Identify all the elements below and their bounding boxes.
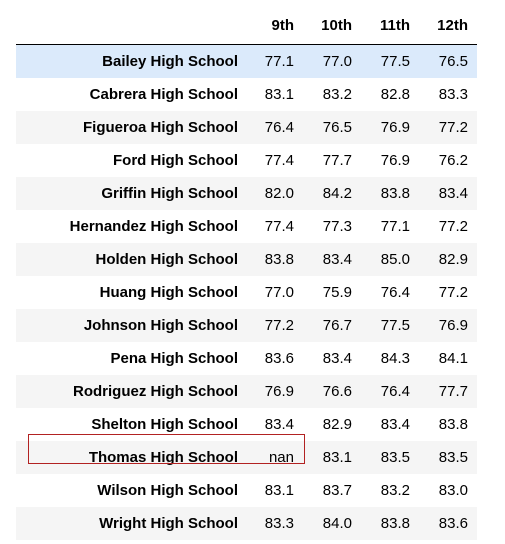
score-cell-9th: 83.8: [264, 251, 294, 268]
score-cell-9th: 83.3: [264, 515, 294, 532]
score-cell-11th: 76.9: [380, 152, 410, 169]
score-cell-9th: 83.1: [264, 482, 294, 499]
score-cell-12th: 84.1: [438, 350, 468, 367]
table-header-row: 9th 10th 11th 12th: [16, 8, 477, 45]
score-cell-12th: 76.2: [438, 152, 468, 169]
score-cell-9th: 77.2: [264, 317, 294, 334]
score-cell-10th: 83.4: [322, 350, 352, 367]
school-name: Griffin High School: [101, 185, 238, 202]
school-name: Thomas High School: [88, 449, 238, 466]
table-row: Johnson High School 77.2 76.7 77.5 76.9: [16, 309, 477, 342]
table-row: Bailey High School 77.1 77.0 77.5 76.5: [16, 45, 477, 78]
grade-score-table: 9th 10th 11th 12th Bailey High School 77.…: [16, 8, 477, 540]
school-name: Pena High School: [110, 350, 238, 367]
score-cell-11th: 82.8: [380, 86, 410, 103]
table-row: Figueroa High School 76.4 76.5 76.9 77.2: [16, 111, 477, 144]
score-cell-11th: 83.4: [380, 416, 410, 433]
score-cell-10th: 84.0: [322, 515, 352, 532]
score-cell-10th: 83.7: [322, 482, 352, 499]
score-cell-10th: 77.3: [322, 218, 352, 235]
score-cell-12th: 77.7: [438, 383, 468, 400]
score-cell-11th: 77.5: [380, 53, 410, 70]
score-cell-9th: 76.9: [264, 383, 294, 400]
score-cell-10th: 77.0: [322, 53, 352, 70]
school-name: Bailey High School: [102, 53, 238, 70]
score-cell-11th: 83.8: [380, 515, 410, 532]
school-name: Wright High School: [99, 515, 238, 532]
column-header-9th: 9th: [271, 17, 295, 34]
score-cell-9th: 76.4: [264, 119, 294, 136]
table-body: Bailey High School 77.1 77.0 77.5 76.5 Cabrer…: [16, 45, 477, 540]
school-name: Hernandez High School: [69, 218, 238, 235]
score-cell-11th: 83.2: [380, 482, 410, 499]
school-name: Rodriguez High School: [73, 383, 238, 400]
score-cell-9th: nan: [268, 449, 294, 466]
score-cell-12th: 77.2: [438, 218, 468, 235]
score-cell-9th: 77.4: [264, 218, 294, 235]
school-name: Ford High School: [113, 152, 238, 169]
school-name: Figueroa High School: [82, 119, 238, 136]
score-cell-11th: 76.9: [380, 119, 410, 136]
score-cell-9th: 77.4: [264, 152, 294, 169]
score-cell-9th: 83.1: [264, 86, 294, 103]
score-cell-10th: 83.1: [322, 449, 352, 466]
table-row: Hernandez High School 77.4 77.3 77.1 77.2: [16, 210, 477, 243]
score-cell-10th: 76.7: [322, 317, 352, 334]
score-cell-12th: 77.2: [438, 284, 468, 301]
score-cell-10th: 83.2: [322, 86, 352, 103]
score-cell-10th: 76.6: [322, 383, 352, 400]
score-cell-12th: 83.5: [438, 449, 468, 466]
school-name: Wilson High School: [97, 482, 238, 499]
school-name: Holden High School: [95, 251, 239, 268]
score-cell-12th: 83.4: [438, 185, 468, 202]
score-cell-10th: 83.4: [322, 251, 352, 268]
score-cell-9th: 83.6: [264, 350, 294, 367]
score-cell-10th: 77.7: [322, 152, 352, 169]
table-row: Wilson High School 83.1 83.7 83.2 83.0: [16, 474, 477, 507]
score-cell-12th: 83.3: [438, 86, 468, 103]
table-row: Wright High School 83.3 84.0 83.8 83.6: [16, 507, 477, 540]
school-name: Johnson High School: [83, 317, 238, 334]
score-cell-11th: 77.5: [380, 317, 410, 334]
column-header-10th: 10th: [321, 17, 352, 34]
table-row: Rodriguez High School 76.9 76.6 76.4 77.7: [16, 375, 477, 408]
score-cell-10th: 75.9: [322, 284, 352, 301]
score-cell-11th: 77.1: [380, 218, 410, 235]
table-row: Griffin High School 82.0 84.2 83.8 83.4: [16, 177, 477, 210]
score-cell-9th: 77.1: [264, 53, 294, 70]
score-cell-12th: 77.2: [438, 119, 468, 136]
score-cell-11th: 76.4: [380, 284, 410, 301]
score-cell-12th: 83.8: [438, 416, 468, 433]
school-name: Huang High School: [99, 284, 238, 301]
score-cell-12th: 82.9: [438, 251, 468, 268]
table-row: Shelton High School 83.4 82.9 83.4 83.8: [16, 408, 477, 441]
table-row: Cabrera High School 83.1 83.2 82.8 83.3: [16, 78, 477, 111]
score-cell-12th: 76.5: [438, 53, 468, 70]
table-row: Pena High School 83.6 83.4 84.3 84.1: [16, 342, 477, 375]
score-cell-11th: 85.0: [380, 251, 410, 268]
score-cell-11th: 76.4: [380, 383, 410, 400]
school-name: Shelton High School: [91, 416, 238, 433]
score-cell-12th: 83.6: [438, 515, 468, 532]
table-row: Thomas High School nan 83.1 83.5 83.5: [16, 441, 477, 474]
score-cell-12th: 83.0: [438, 482, 468, 499]
column-header-11th: 11th: [379, 17, 410, 34]
score-cell-11th: 83.5: [380, 449, 410, 466]
score-cell-10th: 82.9: [322, 416, 352, 433]
score-cell-9th: 83.4: [264, 416, 294, 433]
score-cell-10th: 76.5: [322, 119, 352, 136]
school-name: Cabrera High School: [89, 86, 238, 103]
score-cell-12th: 76.9: [438, 317, 468, 334]
score-cell-9th: 77.0: [264, 284, 294, 301]
table-row: Huang High School 77.0 75.9 76.4 77.2: [16, 276, 477, 309]
table-row: Holden High School 83.8 83.4 85.0 82.9: [16, 243, 477, 276]
score-cell-10th: 84.2: [322, 185, 352, 202]
score-cell-11th: 83.8: [380, 185, 410, 202]
column-header-12th: 12th: [437, 17, 468, 34]
score-cell-11th: 84.3: [380, 350, 410, 367]
score-cell-9th: 82.0: [264, 185, 294, 202]
table-row: Ford High School 77.4 77.7 76.9 76.2: [16, 144, 477, 177]
